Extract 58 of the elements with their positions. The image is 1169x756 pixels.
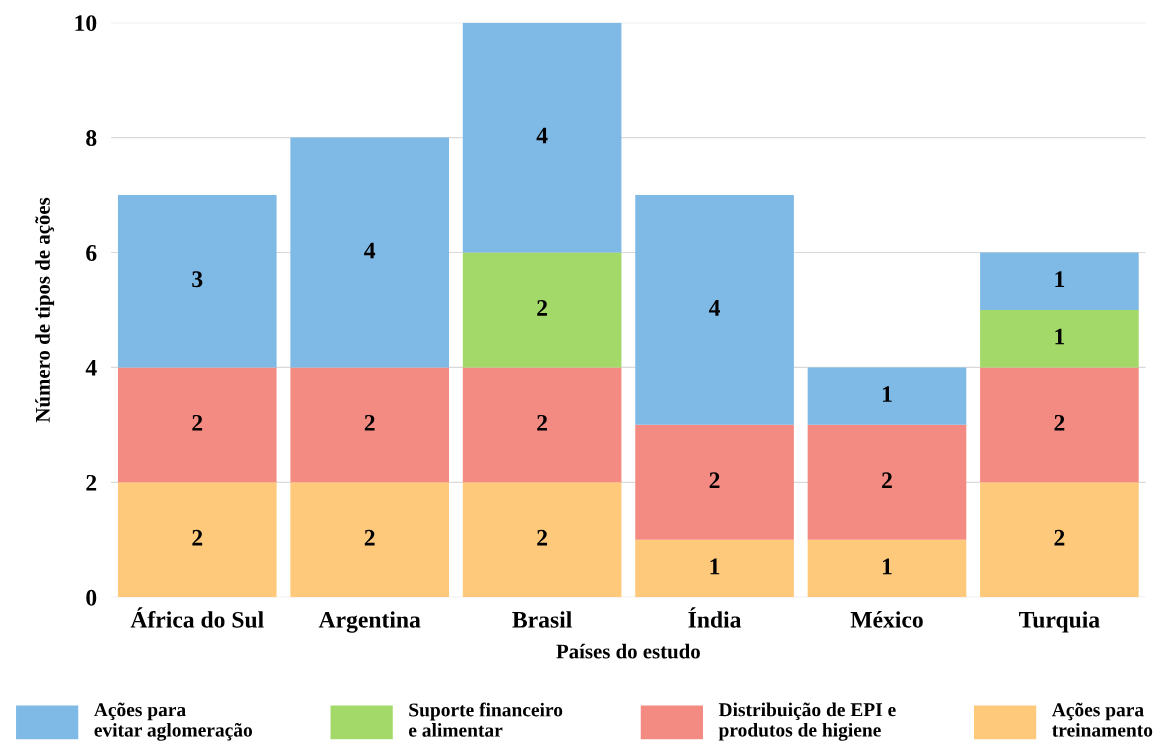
x-tick-label: Argentina — [318, 611, 421, 633]
bar — [807, 539, 967, 598]
data-label: 3 — [192, 271, 203, 288]
y-tick-label: 6 — [86, 245, 97, 261]
data-label: 1 — [1055, 328, 1065, 345]
data-label: 2 — [709, 472, 720, 489]
data-label: 2 — [192, 529, 203, 546]
y-tick-label: 10 — [75, 15, 97, 32]
data-label: 2 — [537, 414, 548, 431]
y-tick-label: 2 — [86, 474, 97, 491]
legend-label: Ações para evitar aglomeração — [94, 702, 253, 741]
legend-label: Suporte financeiro e alimentar — [408, 702, 563, 737]
x-tick-label: Índia — [688, 607, 742, 628]
data-label: 1 — [710, 558, 720, 575]
data-label: 2 — [192, 414, 203, 431]
data-label: 2 — [364, 529, 375, 546]
legend-label: Ações para treinamento — [1051, 702, 1153, 737]
bar — [290, 137, 450, 368]
bar — [462, 367, 622, 483]
x-tick-label: Brasil — [512, 611, 572, 628]
bar — [290, 367, 450, 483]
bar — [635, 424, 794, 540]
bar — [807, 367, 967, 425]
x-tick-label: México — [850, 611, 923, 628]
bar — [980, 367, 1139, 483]
bar — [635, 195, 794, 425]
data-label: 2 — [537, 529, 548, 546]
bar — [980, 482, 1139, 598]
bar — [117, 367, 277, 483]
data-label: 2 — [1054, 414, 1065, 431]
y-axis-title: Número de tipos de ações — [35, 197, 55, 423]
legend-label: Distribuição de EPI e produtos de higiene — [718, 702, 896, 741]
bar — [290, 482, 450, 598]
bar — [462, 252, 622, 368]
data-label: 4 — [364, 242, 376, 259]
bar — [980, 309, 1139, 368]
y-tick-label: 4 — [85, 360, 97, 376]
bar — [462, 482, 622, 598]
data-label: 2 — [882, 472, 892, 489]
x-tick-label: Turquia — [1019, 611, 1100, 633]
bar — [980, 252, 1139, 310]
data-label: 2 — [1054, 529, 1065, 546]
data-label: 1 — [1055, 271, 1065, 287]
bar — [117, 482, 277, 598]
bar — [807, 424, 967, 540]
data-label: 4 — [708, 300, 721, 316]
x-tick-label: África do Sul — [130, 607, 264, 628]
y-tick-label: 0 — [86, 589, 97, 606]
data-label: 1 — [882, 558, 892, 575]
data-label: 2 — [364, 414, 375, 431]
data-label: 4 — [536, 127, 548, 144]
data-label: 1 — [882, 386, 892, 402]
bar — [635, 539, 794, 598]
bar — [117, 195, 277, 368]
bar — [462, 22, 622, 253]
x-axis-title: Países do estudo — [556, 643, 700, 659]
data-label: 2 — [537, 300, 548, 316]
y-tick-label: 8 — [86, 130, 97, 147]
